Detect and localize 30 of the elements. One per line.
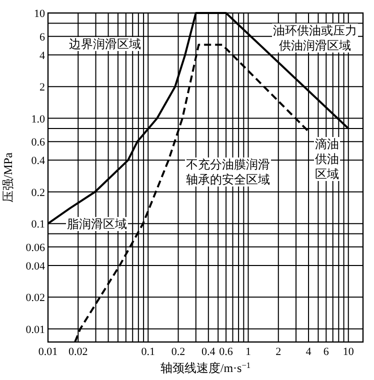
x-tick-label: 4 (306, 346, 312, 358)
y-tick-label: 0.4 (31, 155, 46, 168)
x-tick-label: 0.02 (68, 346, 88, 358)
annotation: 油环供油或压力供油润滑区域 (273, 24, 357, 52)
annotation: 脂润滑区域 (67, 217, 127, 231)
y-tick-label: 0.06 (26, 242, 46, 254)
y-tick-label: 4 (40, 50, 46, 62)
annotation: 边界润滑区域 (69, 37, 141, 51)
y-tick-label: 2 (40, 82, 45, 94)
annotation: 滴油供油区域 (315, 137, 339, 181)
y-tick-label: 0.01 (26, 324, 45, 336)
x-tick-label: 2 (276, 346, 282, 358)
x-tick-label: 1 (245, 346, 251, 358)
annotation: 不充分油膜润滑轴承的安全区域 (186, 158, 270, 186)
x-tick-label: 0.1 (141, 346, 155, 358)
y-tick-label: 0.2 (31, 186, 45, 199)
x-tick-label: 0.4 (202, 346, 216, 358)
y-tick-label: 10 (34, 8, 46, 20)
y-tick-label: 6 (40, 31, 46, 44)
y-tick-label: 0.02 (26, 292, 45, 304)
y-tick-label: 0.1 (31, 218, 45, 231)
x-tick-label: 0.2 (171, 346, 186, 358)
y-tick-label: 0.6 (31, 136, 46, 149)
x-axis-title: 轴颈线速度/m·s$^{−1}$ (160, 360, 251, 375)
x-tick-label: 0.6 (219, 346, 234, 358)
y-tick-label: 1.0 (31, 113, 46, 126)
x-tick-label: 10 (342, 346, 354, 358)
y-axis-title: 压强/MPa (1, 152, 15, 203)
y-tick-label: 0.04 (26, 260, 46, 272)
x-tick-label: 6 (323, 346, 330, 358)
